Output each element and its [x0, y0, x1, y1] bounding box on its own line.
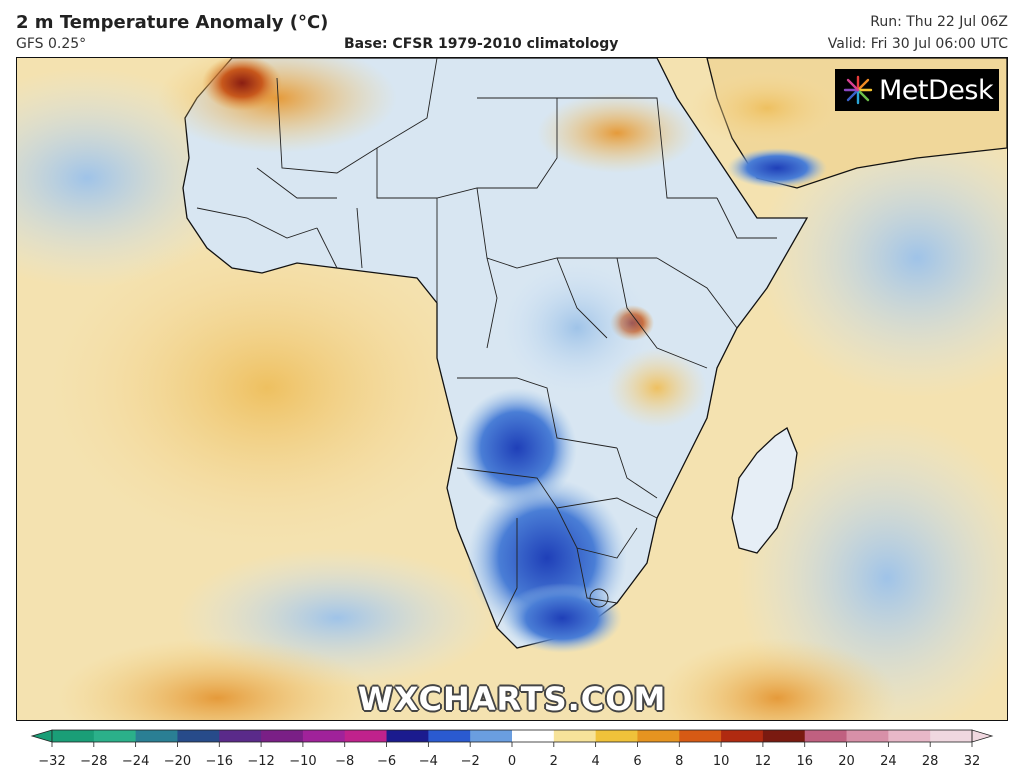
- map-canvas: [17, 58, 1007, 720]
- south-africa-cold-patch: [502, 583, 622, 653]
- colorbar-segment: [344, 730, 388, 742]
- valid-time-label: Valid: Fri 30 Jul 06:00 UTC: [827, 36, 1008, 52]
- colorbar-segment: [177, 730, 220, 742]
- colorbar-segment: [637, 730, 680, 742]
- colorbar-tick-label: 8: [675, 754, 683, 769]
- colorbar-segment: [219, 730, 262, 742]
- sahara-hot-spot: [202, 58, 282, 111]
- colorbar-canvas: −32 −28 −24 −20 −16 −12 −10 −8 −6 −4 −2 0 2 4 6 8 10 12 16…: [30, 729, 994, 769]
- colorbar-segment: [135, 730, 178, 742]
- colorbar-segment: [721, 730, 764, 742]
- colorbar-tick-label: 2: [550, 754, 558, 769]
- colorbar-tick-label: −16: [206, 754, 233, 769]
- colorbar-tick-label: −32: [38, 754, 65, 769]
- metdesk-logo: MetDesk: [835, 69, 999, 111]
- colorbar-segment: [888, 730, 931, 742]
- model-label: GFS 0.25°: [16, 36, 87, 52]
- colorbar-segment: [512, 730, 555, 742]
- colorbar-tick-label: −6: [377, 754, 396, 769]
- southern-warm-band: [57, 638, 377, 720]
- colorbar-segment: [595, 730, 638, 742]
- red-sea-warm-patch: [687, 68, 847, 148]
- indian-ocean-cool-patch: [757, 118, 1007, 398]
- colorbar-tick-label: 16: [796, 754, 813, 769]
- colorbar-segment: [553, 730, 597, 742]
- colorbar-tick-label: −2: [461, 754, 480, 769]
- colorbar-segment: [302, 730, 346, 742]
- chart-title: 2 m Temperature Anomaly (°C): [16, 12, 329, 33]
- colorbar-tick-label: −20: [164, 754, 191, 769]
- colorbar-max-arrow: [971, 729, 994, 743]
- colorbar-segment: [261, 730, 304, 742]
- wxcharts-watermark: WXCHARTS.COM: [357, 680, 667, 718]
- madagascar-landmass: [731, 427, 798, 554]
- climatology-base-label: Base: CFSR 1979-2010 climatology: [344, 36, 619, 52]
- run-time-label: Run: Thu 22 Jul 06Z: [870, 14, 1008, 30]
- colorbar-segment: [428, 730, 471, 742]
- anomaly-map[interactable]: MetDesk WXCHARTS.COM: [16, 57, 1008, 721]
- colorbar-segment: [804, 730, 848, 742]
- country-borders: [196, 58, 777, 629]
- metdesk-logo-text: MetDesk: [879, 74, 994, 106]
- colorbar-segment: [679, 730, 722, 742]
- colorbar-tick-label: 6: [633, 754, 641, 769]
- colorbar-segment: [846, 730, 889, 742]
- congo-cool-patch: [497, 258, 657, 398]
- colorbar-tick-label: −24: [122, 754, 149, 769]
- sudan-warm-patch: [537, 93, 697, 173]
- colorbar-tick-label: 0: [508, 754, 516, 769]
- colorbar-min-arrow: [30, 729, 53, 743]
- colorbar-tick-label: −12: [247, 754, 274, 769]
- colorbar-tick-label: −10: [289, 754, 316, 769]
- colorbar: −32 −28 −24 −20 −16 −12 −10 −8 −6 −4 −2 0 2 4 6 8 10 12 16…: [30, 728, 994, 776]
- colorbar-tick-label: 20: [838, 754, 855, 769]
- colorbar-tick-label: 32: [964, 754, 981, 769]
- atlantic-warm-patch: [47, 228, 487, 548]
- colorbar-tick-label: −28: [80, 754, 107, 769]
- colorbar-segment: [470, 730, 513, 742]
- colorbar-segment: [762, 730, 806, 742]
- colorbar-segment: [93, 730, 137, 742]
- colorbar-tick-label: −4: [419, 754, 438, 769]
- colorbar-segment: [386, 730, 429, 742]
- colorbar-tick-label: 10: [713, 754, 730, 769]
- colorbar-segment: [52, 730, 95, 742]
- starburst-logo-icon: [843, 75, 873, 105]
- colorbar-tick-label: 12: [755, 754, 772, 769]
- colorbar-tick-label: −8: [335, 754, 354, 769]
- southeast-warm-band: [657, 638, 897, 720]
- colorbar-tick-label: 4: [591, 754, 599, 769]
- colorbar-tick-label: 28: [922, 754, 939, 769]
- yemen-cold-patch: [727, 148, 827, 188]
- colorbar-tick-label: 24: [880, 754, 897, 769]
- colorbar-segment: [930, 730, 973, 742]
